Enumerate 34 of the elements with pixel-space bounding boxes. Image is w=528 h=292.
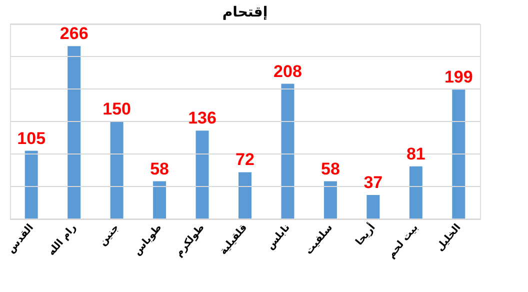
bar — [196, 130, 209, 219]
chart-title: إقتحام — [222, 4, 268, 20]
bar — [366, 194, 380, 219]
x-tick-label: نابلس — [264, 222, 292, 252]
bar — [153, 181, 166, 219]
data-label: 136 — [188, 108, 216, 128]
bar — [68, 46, 81, 219]
x-tick-label: جنين — [97, 222, 122, 248]
x-tick-label: طوباس — [132, 222, 164, 258]
data-label: 266 — [60, 24, 88, 44]
data-label: 37 — [364, 172, 383, 192]
bar — [281, 84, 294, 219]
bar — [24, 150, 38, 219]
bar — [452, 90, 466, 219]
x-tick-label: الخليل — [434, 222, 464, 254]
data-label: 81 — [406, 144, 426, 164]
data-label: 208 — [274, 62, 302, 81]
data-label: 105 — [17, 128, 46, 148]
bar — [409, 166, 422, 219]
data-label: 58 — [150, 159, 170, 178]
x-tick-label: سلفيت — [304, 222, 336, 257]
data-label: 58 — [320, 159, 340, 178]
data-label: 72 — [236, 150, 254, 170]
x-tick-label: بيت لحم — [386, 222, 421, 261]
bar — [110, 122, 124, 219]
x-tick-label: طولكرم — [173, 222, 207, 260]
x-tick-label: قلقيلية — [218, 222, 250, 258]
x-tick-label: أريحا — [352, 221, 378, 248]
x-tick-label: رام الله — [46, 222, 79, 258]
x-tick-label: القدس — [6, 222, 36, 256]
bar — [238, 172, 252, 219]
data-label: 199 — [444, 68, 473, 87]
data-label: 150 — [102, 100, 132, 118]
bar — [324, 181, 337, 219]
